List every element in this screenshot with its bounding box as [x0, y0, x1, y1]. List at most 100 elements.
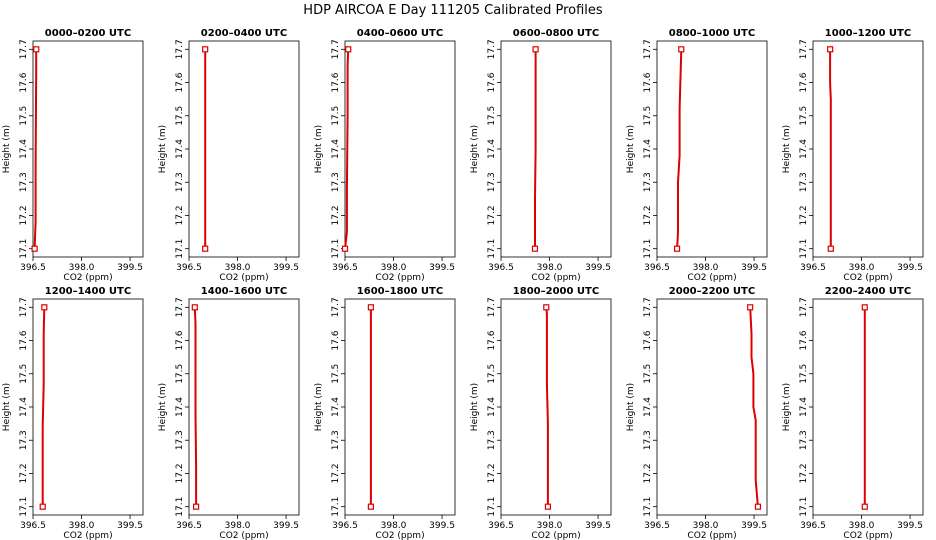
x-tick-label: 396.5 — [332, 263, 358, 273]
y-tick-label: 17.2 — [487, 463, 497, 483]
y-tick-label: 17.1 — [331, 497, 341, 517]
x-tick-label: 396.5 — [176, 521, 202, 531]
profile-line — [829, 49, 832, 249]
y-tick-label: 17.7 — [175, 39, 185, 59]
y-tick-label: 17.4 — [487, 397, 497, 417]
y-tick-label: 17.5 — [19, 364, 29, 384]
y-axis-label: Height (m) — [2, 383, 12, 431]
x-tick-label: 398.0 — [849, 521, 875, 531]
y-tick-label: 17.2 — [175, 205, 185, 225]
y-tick-label: 17.7 — [175, 297, 185, 317]
x-axis-label: CO2 (ppm) — [219, 531, 268, 540]
y-tick-label: 17.6 — [799, 72, 809, 92]
profile-panel: 0800–1000 UTC 396.5 398.0 399.5 17.1 17.2 17.3… — [626, 28, 768, 283]
x-tick-label: 396.5 — [800, 263, 826, 273]
y-tick-label: 17.5 — [799, 106, 809, 126]
y-tick-label: 17.1 — [175, 239, 185, 259]
y-tick-label: 17.6 — [643, 330, 653, 350]
x-tick-label: 396.5 — [644, 521, 670, 531]
x-tick-label: 399.5 — [585, 521, 611, 531]
x-tick-label: 396.5 — [332, 521, 358, 531]
y-tick-label: 17.7 — [799, 297, 809, 317]
x-tick-label: 399.5 — [741, 263, 767, 273]
x-tick-label: 399.5 — [429, 263, 455, 273]
endpoint-marker — [827, 245, 834, 252]
y-tick-label: 17.1 — [799, 239, 809, 259]
endpoint-marker — [543, 304, 550, 311]
endpoint-marker — [747, 304, 754, 311]
endpoint-marker — [41, 304, 48, 311]
x-tick-label: 398.0 — [693, 521, 719, 531]
panel-title: 1200–1400 UTC — [45, 286, 131, 297]
x-tick-label: 399.5 — [897, 521, 923, 531]
x-tick-label: 398.0 — [69, 521, 95, 531]
y-tick-label: 17.4 — [19, 139, 29, 159]
y-tick-label: 17.7 — [487, 39, 497, 59]
x-axis-label: CO2 (ppm) — [531, 531, 580, 540]
y-tick-label: 17.3 — [799, 430, 809, 450]
panel-title: 1400–1600 UTC — [201, 286, 287, 297]
y-tick-label: 17.4 — [643, 139, 653, 159]
y-axis-label: Height (m) — [782, 125, 792, 173]
y-tick-label: 17.1 — [487, 239, 497, 259]
y-tick-label: 17.5 — [643, 364, 653, 384]
x-tick-label: 399.5 — [897, 263, 923, 273]
x-axis-label: CO2 (ppm) — [63, 531, 112, 540]
y-tick-label: 17.6 — [19, 330, 29, 350]
y-tick-label: 17.2 — [175, 463, 185, 483]
y-tick-label: 17.6 — [175, 72, 185, 92]
y-tick-label: 17.5 — [487, 106, 497, 126]
endpoint-marker — [367, 503, 374, 510]
y-tick-label: 17.3 — [331, 430, 341, 450]
panel-title: 1800–2000 UTC — [513, 286, 599, 297]
profile-line — [534, 49, 537, 249]
y-tick-label: 17.3 — [643, 430, 653, 450]
x-tick-label: 396.5 — [644, 263, 670, 273]
y-tick-label: 17.7 — [487, 297, 497, 317]
y-tick-label: 17.3 — [175, 172, 185, 192]
y-axis-label: Height (m) — [158, 125, 168, 173]
endpoint-marker — [861, 503, 868, 510]
endpoint-marker — [827, 46, 834, 53]
x-tick-label: 399.5 — [117, 521, 143, 531]
profile-line — [749, 307, 759, 507]
panel-title: 0800–1000 UTC — [669, 28, 755, 39]
x-tick-label: 396.5 — [20, 521, 46, 531]
endpoint-marker — [202, 245, 209, 252]
figure-title: HDP AIRCOA E Day 111205 Calibrated Profi… — [303, 3, 603, 18]
profile-line — [33, 49, 38, 249]
y-tick-label: 17.6 — [643, 72, 653, 92]
y-tick-label: 17.1 — [19, 497, 29, 517]
x-tick-label: 399.5 — [585, 263, 611, 273]
endpoint-marker — [202, 46, 209, 53]
y-axis-label: Height (m) — [470, 125, 480, 173]
x-tick-label: 398.0 — [537, 521, 563, 531]
x-axis-label: CO2 (ppm) — [531, 273, 580, 283]
y-tick-label: 17.5 — [331, 106, 341, 126]
y-tick-label: 17.2 — [331, 205, 341, 225]
y-tick-label: 17.3 — [19, 172, 29, 192]
panel-title: 0400–0600 UTC — [357, 28, 443, 39]
endpoint-marker — [341, 245, 349, 252]
profile-panel: 2200–2400 UTC 396.5 398.0 399.5 17.1 17.2 17.3… — [782, 286, 924, 540]
y-tick-label: 17.4 — [175, 397, 185, 417]
y-tick-label: 17.4 — [799, 139, 809, 159]
endpoint-marker — [39, 503, 46, 510]
profile-line — [193, 307, 198, 507]
panel-title: 2200–2400 UTC — [825, 286, 911, 297]
profile-line — [676, 49, 683, 249]
y-tick-label: 17.2 — [331, 463, 341, 483]
y-tick-label: 17.1 — [487, 497, 497, 517]
panel-title: 0600–0800 UTC — [513, 28, 599, 39]
profile-panel: 1400–1600 UTC 396.5 398.0 399.5 17.1 17.2 17.3… — [158, 286, 300, 540]
endpoint-marker — [193, 503, 200, 510]
endpoint-marker — [532, 46, 539, 53]
y-axis-label: Height (m) — [314, 383, 324, 431]
y-tick-label: 17.1 — [799, 497, 809, 517]
y-axis-label: Height (m) — [314, 125, 324, 173]
endpoint-marker — [673, 245, 681, 252]
x-tick-label: 398.0 — [225, 521, 251, 531]
x-tick-label: 396.5 — [176, 263, 202, 273]
panel-title: 1600–1800 UTC — [357, 286, 443, 297]
y-tick-label: 17.7 — [799, 39, 809, 59]
